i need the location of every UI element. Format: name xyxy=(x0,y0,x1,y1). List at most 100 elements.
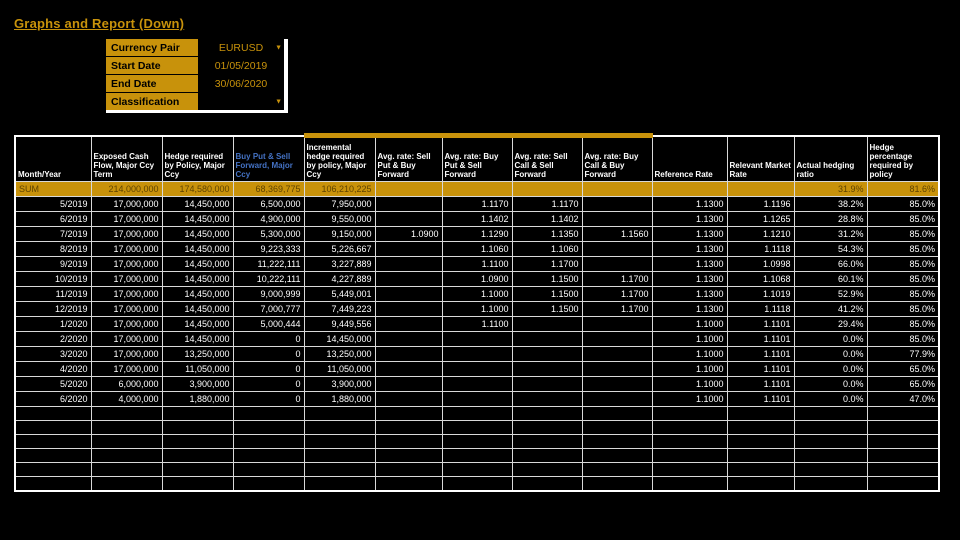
cell[interactable]: 11/2019 xyxy=(14,286,92,302)
cell[interactable] xyxy=(793,420,868,435)
cell[interactable]: 1.1100 xyxy=(441,256,513,272)
column-header[interactable]: Exposed Cash Flow, Major Ccy Term xyxy=(90,135,163,182)
cell[interactable] xyxy=(14,406,92,421)
cell[interactable] xyxy=(581,331,653,347)
cell[interactable]: 9/2019 xyxy=(14,256,92,272)
chevron-down-icon[interactable]: ▼ xyxy=(275,98,282,105)
cell[interactable] xyxy=(303,448,376,463)
cell[interactable] xyxy=(14,420,92,435)
cell[interactable]: 29.4% xyxy=(793,316,868,332)
cell[interactable]: 1.1068 xyxy=(726,271,795,287)
cell[interactable]: 14,450,000 xyxy=(161,241,234,257)
cell[interactable] xyxy=(511,476,583,491)
cell[interactable]: 65.0% xyxy=(866,376,940,392)
cell[interactable] xyxy=(374,331,443,347)
cell[interactable] xyxy=(374,211,443,227)
cell[interactable] xyxy=(793,476,868,491)
cell[interactable]: 47.0% xyxy=(866,391,940,407)
cell[interactable] xyxy=(651,420,728,435)
cell[interactable]: 4/2020 xyxy=(14,361,92,377)
cell[interactable] xyxy=(511,420,583,435)
cell[interactable] xyxy=(651,406,728,421)
cell[interactable]: 10,222,111 xyxy=(232,271,305,287)
cell[interactable]: 14,450,000 xyxy=(161,286,234,302)
cell[interactable]: 17,000,000 xyxy=(90,316,163,332)
cell[interactable]: 1.1500 xyxy=(511,286,583,302)
cell[interactable] xyxy=(232,448,305,463)
cell[interactable] xyxy=(441,448,513,463)
cell[interactable] xyxy=(374,286,443,302)
cell[interactable]: 85.0% xyxy=(866,331,940,347)
cell[interactable] xyxy=(441,181,513,197)
cell[interactable]: 5/2019 xyxy=(14,196,92,212)
cell[interactable] xyxy=(441,476,513,491)
cell[interactable]: SUM xyxy=(14,181,92,197)
cell[interactable]: 174,580,000 xyxy=(161,181,234,197)
cell[interactable] xyxy=(726,462,795,477)
cell[interactable] xyxy=(581,211,653,227)
cell[interactable] xyxy=(441,420,513,435)
cell[interactable] xyxy=(374,241,443,257)
cell[interactable]: 10/2019 xyxy=(14,271,92,287)
cell[interactable] xyxy=(161,434,234,449)
cell[interactable]: 4,900,000 xyxy=(232,211,305,227)
cell[interactable]: 3,227,889 xyxy=(303,256,376,272)
cell[interactable] xyxy=(511,462,583,477)
cell[interactable] xyxy=(511,361,583,377)
cell[interactable]: 9,223,333 xyxy=(232,241,305,257)
cell[interactable] xyxy=(374,181,443,197)
cell[interactable] xyxy=(511,406,583,421)
cell[interactable]: 81.6% xyxy=(866,181,940,197)
cell[interactable]: 1/2020 xyxy=(14,316,92,332)
cell[interactable]: 1.1019 xyxy=(726,286,795,302)
cell[interactable]: 1.1000 xyxy=(651,376,728,392)
cell[interactable]: 17,000,000 xyxy=(90,271,163,287)
cell[interactable] xyxy=(581,181,653,197)
cell[interactable]: 17,000,000 xyxy=(90,256,163,272)
cell[interactable]: 1.0998 xyxy=(726,256,795,272)
cell[interactable]: 1.1300 xyxy=(651,286,728,302)
cell[interactable]: 14,450,000 xyxy=(161,226,234,242)
column-header[interactable]: Avg. rate: Sell Put & Buy Forward xyxy=(374,133,443,182)
column-header[interactable]: Hedge percentage required by policy xyxy=(866,135,940,182)
cell[interactable]: 1.1265 xyxy=(726,211,795,227)
classification-select[interactable]: ▼ xyxy=(198,93,284,110)
cell[interactable] xyxy=(303,476,376,491)
cell[interactable]: 1.1500 xyxy=(511,301,583,317)
cell[interactable] xyxy=(511,181,583,197)
cell[interactable] xyxy=(90,462,163,477)
cell[interactable]: 14,450,000 xyxy=(161,196,234,212)
cell[interactable]: 1.1000 xyxy=(441,301,513,317)
cell[interactable] xyxy=(374,361,443,377)
cell[interactable]: 1.1101 xyxy=(726,391,795,407)
cell[interactable]: 0.0% xyxy=(793,361,868,377)
chevron-down-icon[interactable]: ▼ xyxy=(275,44,282,51)
cell[interactable]: 85.0% xyxy=(866,226,940,242)
cell[interactable] xyxy=(511,316,583,332)
cell[interactable]: 7,000,777 xyxy=(232,301,305,317)
cell[interactable]: 14,450,000 xyxy=(161,316,234,332)
cell[interactable] xyxy=(161,462,234,477)
cell[interactable] xyxy=(303,462,376,477)
cell[interactable] xyxy=(441,346,513,362)
cell[interactable]: 0.0% xyxy=(793,331,868,347)
cell[interactable]: 4,000,000 xyxy=(90,391,163,407)
cell[interactable] xyxy=(441,331,513,347)
cell[interactable] xyxy=(793,406,868,421)
cell[interactable]: 1.1000 xyxy=(651,316,728,332)
cell[interactable]: 11,050,000 xyxy=(161,361,234,377)
cell[interactable]: 1.1402 xyxy=(441,211,513,227)
end-date-field[interactable]: 30/06/2020 xyxy=(198,75,284,92)
cell[interactable] xyxy=(374,448,443,463)
cell[interactable] xyxy=(441,462,513,477)
cell[interactable] xyxy=(232,420,305,435)
cell[interactable]: 17,000,000 xyxy=(90,226,163,242)
cell[interactable]: 5,449,001 xyxy=(303,286,376,302)
cell[interactable]: 14,450,000 xyxy=(161,331,234,347)
cell[interactable]: 85.0% xyxy=(866,256,940,272)
cell[interactable]: 1.1100 xyxy=(441,316,513,332)
cell[interactable]: 9,550,000 xyxy=(303,211,376,227)
cell[interactable] xyxy=(793,462,868,477)
cell[interactable]: 3,900,000 xyxy=(303,376,376,392)
cell[interactable] xyxy=(511,346,583,362)
